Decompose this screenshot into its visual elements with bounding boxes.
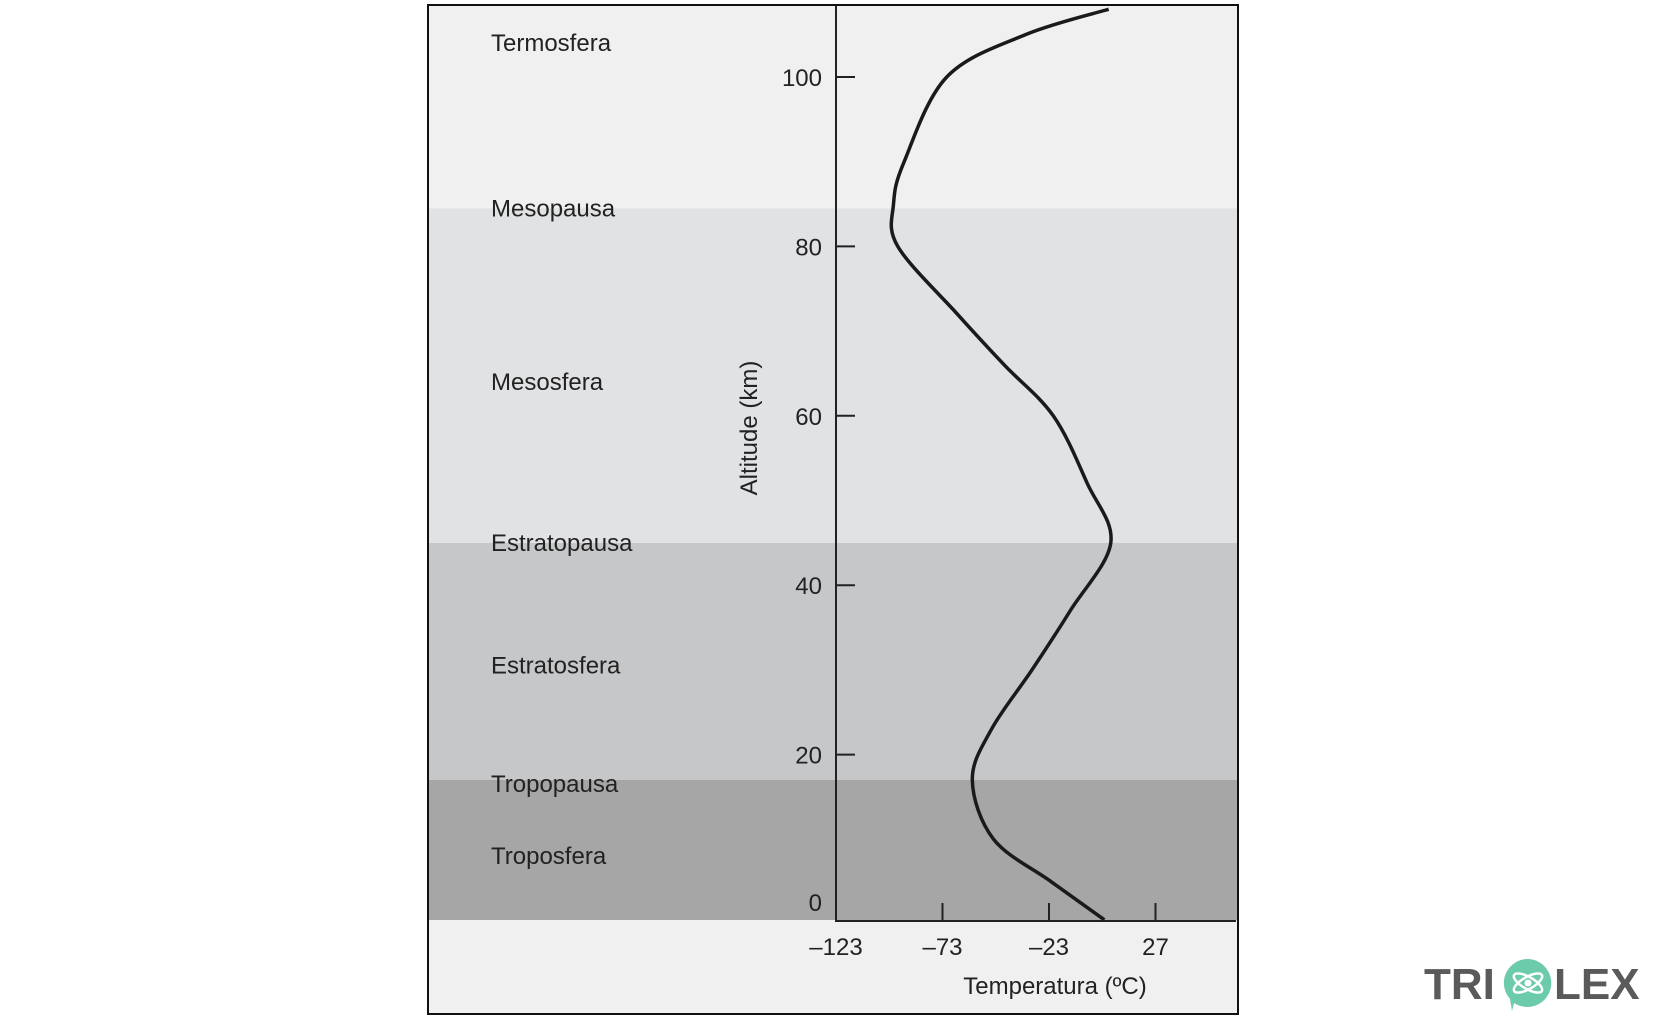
layer-label: Troposfera [491,843,607,870]
x-tick-label: 27 [1142,934,1169,961]
y-tick-label: 80 [795,234,822,261]
y-tick-label: 0 [809,890,822,917]
logo-text-right: LEX [1554,960,1640,1009]
layer-label: Termosfera [491,30,612,57]
layer-band-troposfera [429,780,1237,920]
layer-label: Mesopausa [491,195,616,222]
layer-label: Estratosfera [491,653,621,680]
x-tick-label: –123 [809,934,862,961]
triolex-logo: TRI LEX [1424,958,1640,1011]
x-tick-label: –73 [922,934,962,961]
layer-label: Mesosfera [491,369,604,396]
logo-text-left: TRI [1424,960,1495,1009]
y-tick-label: 20 [795,743,822,770]
temperature-profile-line [889,7,1113,922]
y-tick-label: 100 [782,65,822,92]
layer-band-estratosfera [429,542,1237,781]
layer-label: Estratopausa [491,530,633,557]
y-axis-label: Altitude (km) [736,361,763,496]
atom-icon [1503,958,1552,1011]
layer-label: Tropopausa [491,771,619,798]
x-tick-label: –23 [1029,934,1069,961]
x-axis-label: Temperatura (ºC) [963,973,1146,1000]
layer-band-termosfera [429,6,1237,209]
y-tick-label: 60 [795,404,822,431]
y-tick-label: 40 [795,573,822,600]
layer-band-mesosfera [429,208,1237,543]
